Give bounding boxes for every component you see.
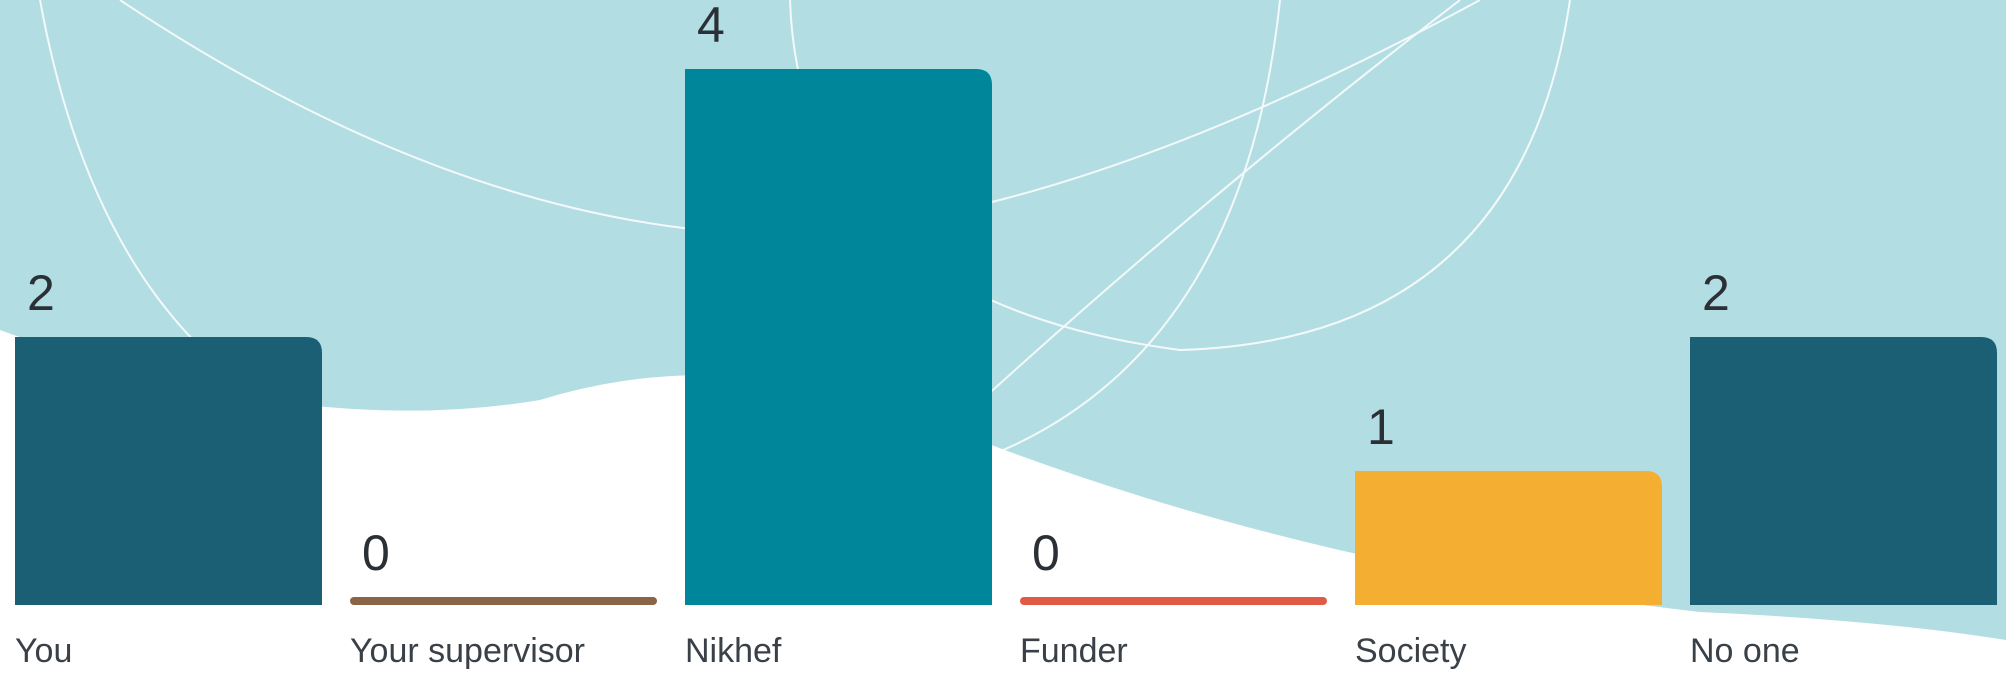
x-tick-label: Society [1355,632,1467,670]
x-tick-label: You [15,632,72,670]
value-label: 1 [1367,399,1395,455]
value-label: 4 [697,0,725,53]
chart: 2 You 0 Your supervisor 4 Nikhef 0 Funder 1 Socie… [0,0,2006,676]
x-tick-label: No one [1690,632,1800,670]
x-tick-label: Your supervisor [350,632,585,670]
value-label: 2 [1702,265,1730,321]
bar [1690,337,1997,605]
value-label: 0 [1032,525,1060,581]
bar [1355,471,1662,605]
page: {"chart_data": {"type": "bar", "categori… [0,0,2006,676]
x-tick-label: Funder [1020,632,1128,670]
x-tick-label: Nikhef [685,632,782,670]
bar [685,69,992,605]
value-label: 0 [362,525,390,581]
bar [15,337,322,605]
value-label: 2 [27,265,55,321]
bar [350,597,657,605]
bar [1020,597,1327,605]
